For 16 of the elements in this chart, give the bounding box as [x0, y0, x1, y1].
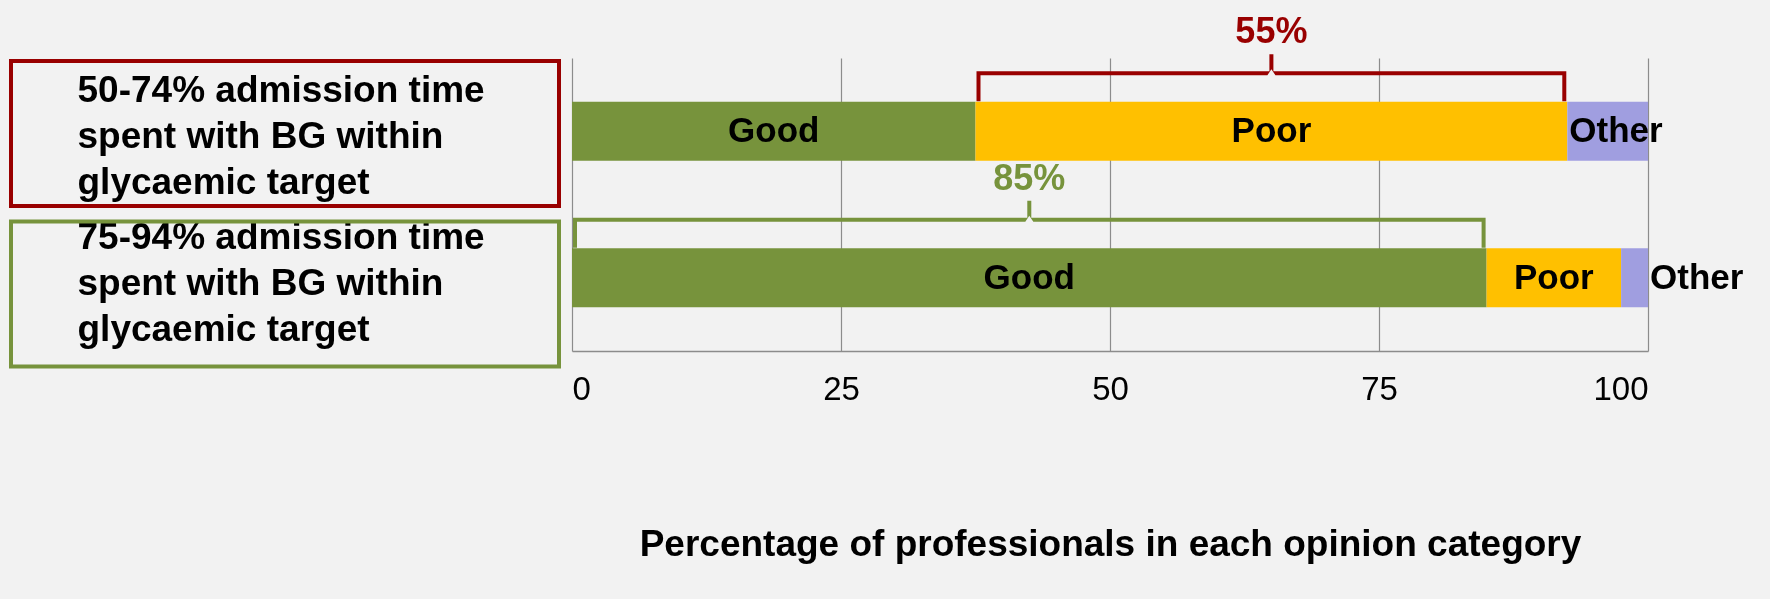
x-tick-label: 0	[572, 369, 591, 407]
x-tick-label: 25	[823, 369, 860, 407]
annotation: 85%	[993, 156, 1066, 198]
y-tick-label: 50-74% admission time spent with BG within glycaemic target	[77, 69, 485, 203]
y-tick-label: 75-94% admission time spent with BG within glycaemic target	[77, 215, 485, 349]
text: Poor	[1513, 256, 1594, 296]
text: 55%	[1235, 10, 1308, 52]
series-label: Good	[728, 110, 820, 150]
series-label: Poor	[1231, 110, 1312, 150]
x-axis-title: Percentage of professionals in each opinion category	[639, 522, 1582, 564]
text: Good	[983, 256, 1075, 296]
text: Other	[1650, 256, 1744, 296]
series-label: Other	[1569, 110, 1664, 150]
x-tick-label: 50	[1092, 369, 1129, 407]
x-tick-label: 75	[1361, 369, 1398, 407]
x-tick-label: 100	[1593, 369, 1649, 407]
